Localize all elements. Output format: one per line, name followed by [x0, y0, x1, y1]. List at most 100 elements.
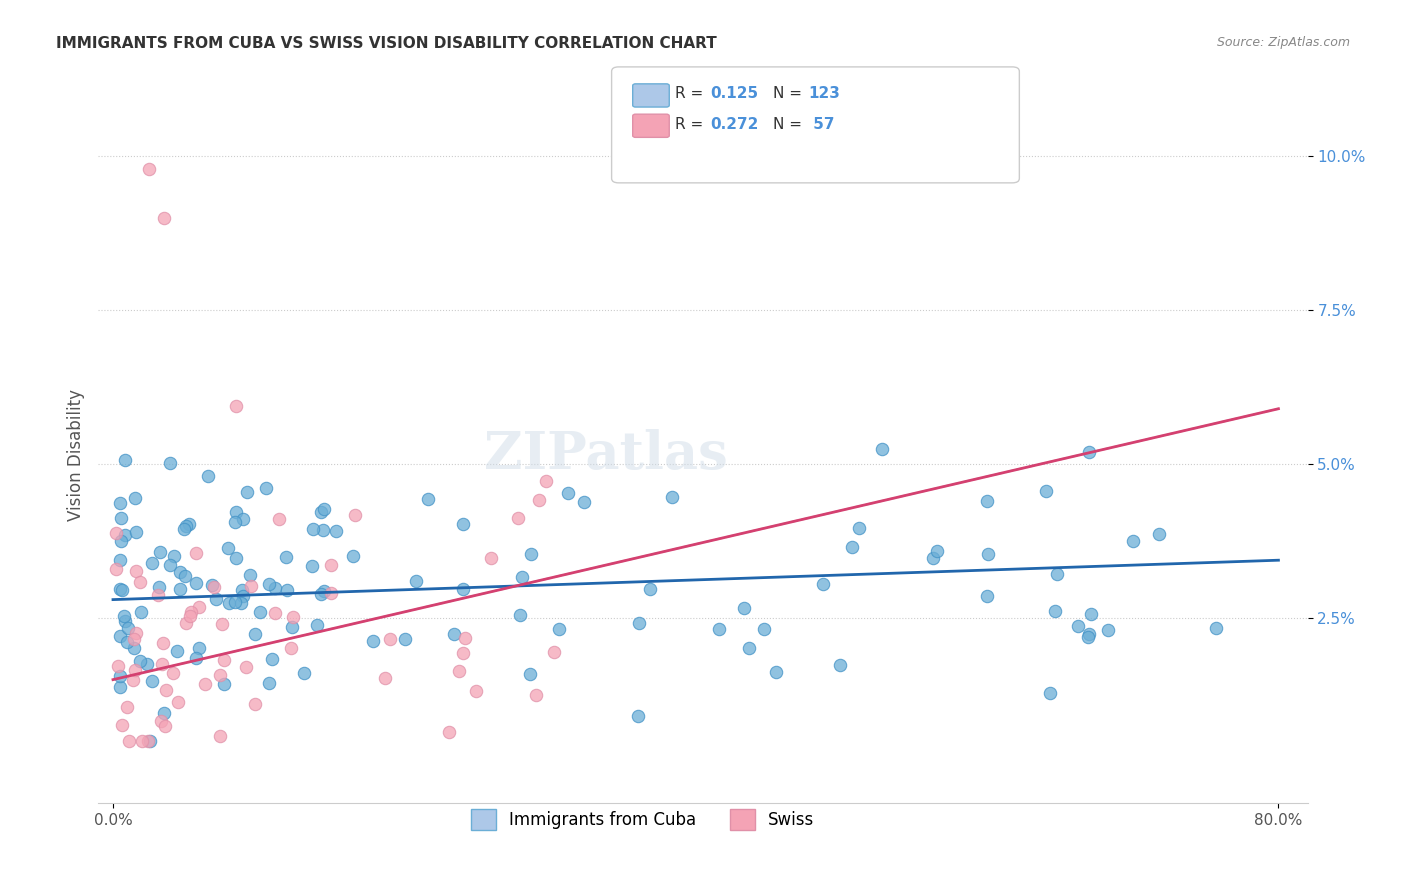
Point — [311, 587, 333, 601]
Text: N =: N = — [773, 87, 807, 101]
Point — [405, 574, 427, 589]
Point — [312, 524, 335, 538]
Point — [110, 582, 132, 596]
Point — [122, 673, 145, 687]
Point — [111, 718, 134, 732]
Point — [274, 550, 297, 565]
Point — [342, 549, 364, 563]
Point — [110, 495, 132, 509]
Point — [1205, 621, 1227, 635]
Point — [149, 545, 172, 559]
Point — [281, 610, 304, 624]
Point — [628, 615, 651, 630]
Point — [374, 671, 396, 685]
Point — [1046, 566, 1069, 581]
Point — [159, 558, 181, 572]
Point — [141, 556, 163, 570]
Text: ZIPatlas: ZIPatlas — [485, 429, 728, 481]
Text: 123: 123 — [808, 87, 841, 101]
Point — [135, 657, 157, 672]
Point — [209, 668, 232, 682]
Point — [209, 729, 232, 743]
Point — [260, 652, 283, 666]
Point — [870, 442, 893, 457]
Point — [1035, 484, 1057, 499]
Point — [174, 519, 197, 533]
Point — [163, 549, 186, 564]
Point — [443, 627, 465, 641]
Point — [124, 640, 146, 655]
Point — [738, 641, 761, 656]
Point — [1043, 604, 1066, 618]
Point — [187, 599, 209, 614]
Point — [136, 734, 159, 748]
Point — [243, 627, 266, 641]
Point — [169, 582, 191, 596]
Point — [1077, 630, 1099, 644]
Point — [1078, 627, 1101, 641]
Point — [211, 617, 233, 632]
Point — [976, 590, 998, 604]
Point — [138, 734, 160, 748]
Point — [197, 469, 219, 483]
Point — [159, 456, 181, 470]
Point — [848, 521, 870, 535]
Point — [201, 578, 224, 592]
Point — [124, 491, 146, 506]
Point — [225, 551, 247, 566]
Point — [638, 582, 661, 596]
Point — [179, 609, 201, 624]
Point — [547, 623, 569, 637]
Point — [194, 677, 217, 691]
Point — [263, 581, 285, 595]
Point — [418, 491, 440, 506]
Point — [828, 658, 851, 673]
Text: 0.125: 0.125 — [710, 87, 758, 101]
Point — [110, 553, 132, 567]
Point — [155, 683, 177, 698]
Point — [110, 680, 132, 694]
Text: R =: R = — [675, 118, 709, 132]
Point — [224, 595, 246, 609]
Point — [254, 481, 277, 495]
Point — [110, 669, 132, 683]
Point — [524, 689, 547, 703]
Point — [153, 719, 176, 733]
Point — [235, 660, 257, 674]
Point — [922, 550, 945, 565]
Point — [1080, 607, 1102, 621]
Point — [661, 490, 683, 504]
Point — [312, 584, 335, 599]
Point — [927, 543, 949, 558]
Point — [240, 579, 263, 593]
Point — [184, 576, 207, 591]
Point — [263, 607, 285, 621]
Legend: Immigrants from Cuba, Swiss: Immigrants from Cuba, Swiss — [464, 803, 821, 836]
Point — [173, 569, 195, 583]
Point — [257, 676, 280, 690]
Text: IMMIGRANTS FROM CUBA VS SWISS VISION DISABILITY CORRELATION CHART: IMMIGRANTS FROM CUBA VS SWISS VISION DIS… — [56, 36, 717, 51]
Point — [465, 684, 488, 698]
Point — [146, 588, 169, 602]
Point — [239, 568, 262, 582]
Text: 0.272: 0.272 — [710, 118, 758, 132]
Point — [129, 575, 152, 590]
Point — [177, 516, 200, 531]
Point — [534, 474, 557, 488]
Point — [225, 399, 247, 413]
Point — [451, 516, 474, 531]
Point — [453, 582, 475, 596]
Point — [150, 657, 173, 672]
Point — [765, 665, 787, 679]
Point — [152, 706, 174, 720]
Point — [225, 505, 247, 519]
Point — [1039, 686, 1062, 700]
Point — [572, 495, 595, 509]
Point — [976, 494, 998, 508]
Point — [138, 161, 160, 176]
Point — [114, 453, 136, 467]
Point — [169, 565, 191, 579]
Point — [188, 640, 211, 655]
Point — [212, 676, 235, 690]
Point — [153, 211, 176, 225]
